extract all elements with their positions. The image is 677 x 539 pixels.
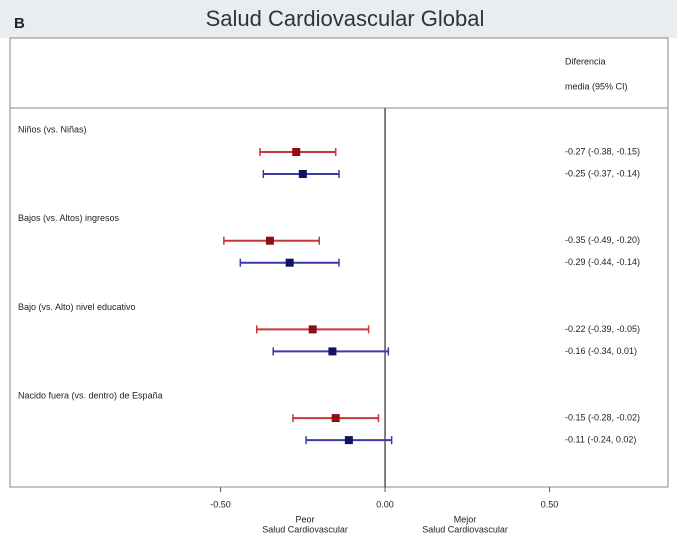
x-tick-label: -0.50 [210, 499, 231, 509]
header-band [0, 0, 677, 38]
column-header: media (95% CI) [565, 81, 628, 91]
panel-label: B [14, 15, 25, 32]
value-label: -0.35 (-0.49, -0.20) [565, 235, 640, 245]
x-annotation: Peor [296, 514, 315, 524]
plot-frame [9, 37, 669, 488]
point-estimate [292, 148, 301, 156]
point-estimate [298, 170, 307, 178]
value-label: -0.25 (-0.37, -0.14) [565, 168, 640, 178]
value-label: -0.11 (-0.24, 0.02) [565, 434, 636, 444]
x-tick-label: 0.50 [541, 499, 559, 509]
group-label: Niños (vs. Niñas) [18, 124, 87, 134]
point-estimate [331, 414, 340, 423]
point-estimate [344, 436, 353, 445]
point-estimate [328, 347, 337, 356]
value-label: -0.15 (-0.28, -0.02) [565, 412, 640, 422]
x-annotation: Mejor [454, 514, 477, 524]
value-label: -0.27 (-0.38, -0.15) [565, 146, 640, 156]
value-label: -0.29 (-0.44, -0.14) [565, 257, 640, 267]
x-tick-label: 0.00 [376, 499, 394, 509]
point-estimate [308, 325, 317, 334]
group-label: Nacido fuera (vs. dentro) de España [18, 390, 163, 400]
group-label: Bajo (vs. Alto) nivel educativo [18, 302, 136, 312]
value-label: -0.16 (-0.34, 0.01) [565, 346, 637, 356]
point-estimate [265, 236, 274, 245]
value-label: -0.22 (-0.39, -0.05) [565, 324, 640, 334]
point-estimate [285, 258, 294, 267]
x-annotation: Salud Cardiovascular [422, 524, 508, 534]
chart-title: Salud Cardiovascular Global [206, 6, 485, 31]
column-header: Diferencia [565, 56, 606, 66]
group-label: Bajos (vs. Altos) ingresos [18, 213, 120, 223]
x-annotation: Salud Cardiovascular [262, 524, 348, 534]
